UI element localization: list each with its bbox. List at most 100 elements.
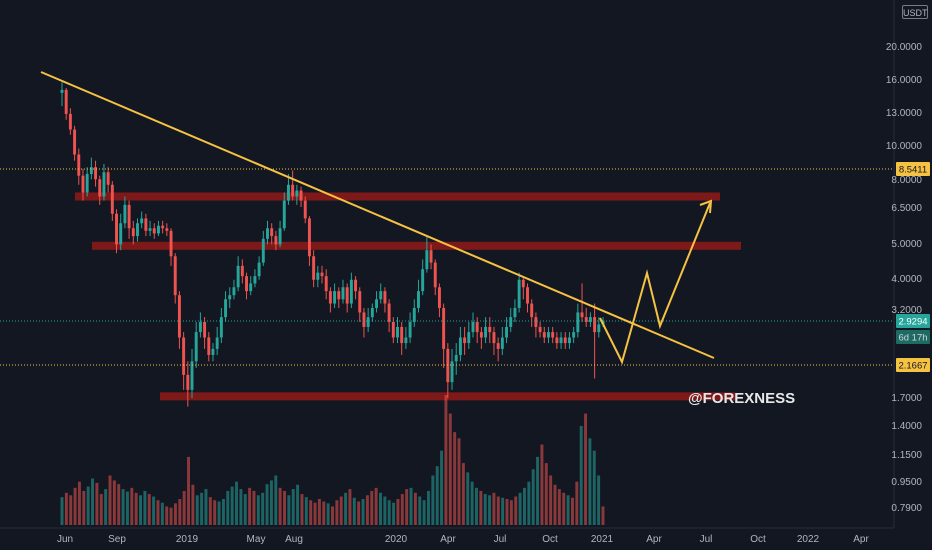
volume-bar: [540, 444, 544, 525]
candle-body: [383, 291, 387, 304]
volume-bar: [588, 438, 592, 525]
candle: [417, 279, 420, 313]
candle: [249, 276, 253, 296]
candle-body: [563, 337, 567, 344]
candle-body: [312, 256, 316, 280]
candle-body: [349, 279, 353, 304]
candle-body: [148, 228, 152, 231]
lines-layer: [0, 71, 894, 366]
candle: [387, 299, 391, 333]
candle: [110, 181, 114, 221]
current-price-tag: 2.9294: [896, 314, 930, 328]
candle-body: [169, 230, 173, 257]
candle: [588, 312, 592, 327]
volume-bar: [160, 502, 164, 525]
volume-bar: [217, 501, 221, 525]
candle: [500, 326, 504, 355]
candle-body: [458, 337, 462, 355]
candle-body: [362, 312, 366, 327]
candle-body: [102, 172, 106, 197]
volume-bar: [549, 475, 553, 525]
volume-bar: [64, 492, 68, 525]
volume-bar: [99, 494, 103, 525]
price-tags: 8.5411 2.9294 6d 17h 2.1667: [896, 162, 930, 372]
candle: [593, 303, 597, 379]
candle-body: [85, 173, 89, 193]
price-tick-label: 16.0000: [886, 75, 923, 86]
candle-body: [161, 225, 165, 229]
volume-bar: [496, 496, 500, 525]
candle-body: [274, 236, 278, 245]
candle: [366, 307, 370, 333]
candle-body: [417, 291, 420, 308]
currency-badge[interactable]: USDT: [902, 5, 928, 19]
volume-bar: [348, 489, 352, 525]
candle: [337, 287, 341, 308]
candle-body: [379, 291, 383, 300]
price-axis[interactable]: 20.0000 16.0000 13.0000 10.0000 8.0000 6.5000…: [886, 42, 923, 514]
volume-bar: [187, 456, 190, 525]
volume-bar: [60, 497, 64, 525]
candle-body: [408, 321, 412, 338]
candle-body: [224, 299, 228, 318]
candle-body: [328, 291, 332, 304]
candle: [320, 265, 324, 284]
candle: [517, 272, 521, 313]
volume-bar: [112, 480, 116, 525]
candle-body: [547, 332, 550, 338]
candle-layer: [60, 82, 605, 407]
candle-body: [173, 256, 177, 296]
volume-bar: [86, 486, 90, 525]
volume-bar: [562, 492, 566, 525]
candle: [412, 299, 416, 327]
candle-body: [177, 295, 181, 338]
volume-bar: [243, 494, 247, 525]
candle: [270, 223, 274, 245]
candle: [228, 287, 232, 308]
candle: [530, 299, 534, 327]
candle-body: [354, 279, 358, 292]
candle: [89, 157, 93, 180]
candle: [421, 259, 425, 296]
candle-body: [521, 279, 525, 288]
volume-bar: [557, 489, 561, 525]
candle: [433, 259, 437, 296]
candle-body: [333, 291, 337, 304]
volume-bar: [431, 475, 435, 525]
volume-bar: [370, 490, 374, 525]
candle-body: [442, 307, 446, 349]
candle-body: [433, 262, 437, 288]
candle: [64, 87, 68, 120]
resistance-price-tag-bg: [896, 162, 930, 176]
volume-bar: [483, 494, 487, 525]
countdown-tag: 6d 17h: [896, 330, 930, 344]
candle: [177, 291, 181, 349]
time-axis[interactable]: Jun Sep 2019 May Aug 2020 Apr Jul Oct 2021 Apr Jul O…: [57, 534, 870, 545]
candle: [400, 321, 404, 355]
time-tick-label: Jun: [57, 534, 73, 545]
candle: [538, 321, 542, 338]
candle-body: [77, 154, 81, 176]
candle: [68, 108, 72, 135]
volume-bar: [597, 475, 601, 525]
volume-bar: [239, 489, 243, 525]
volume-bar: [509, 500, 513, 525]
volume-bar: [361, 499, 365, 525]
candle-body: [475, 321, 479, 333]
volume-bar: [130, 487, 134, 525]
volume-bar: [339, 496, 343, 525]
candle: [526, 283, 529, 313]
candle: [542, 326, 546, 344]
time-tick-label: 2019: [176, 534, 199, 545]
candle-body: [240, 265, 244, 277]
candle: [551, 326, 555, 344]
candle-body: [391, 321, 395, 338]
volume-bar: [522, 487, 526, 525]
candle: [123, 196, 127, 229]
candle: [547, 326, 550, 344]
candle: [245, 272, 248, 300]
volume-bar: [579, 425, 583, 525]
candle-body: [303, 200, 307, 219]
volume-bar: [396, 499, 400, 525]
